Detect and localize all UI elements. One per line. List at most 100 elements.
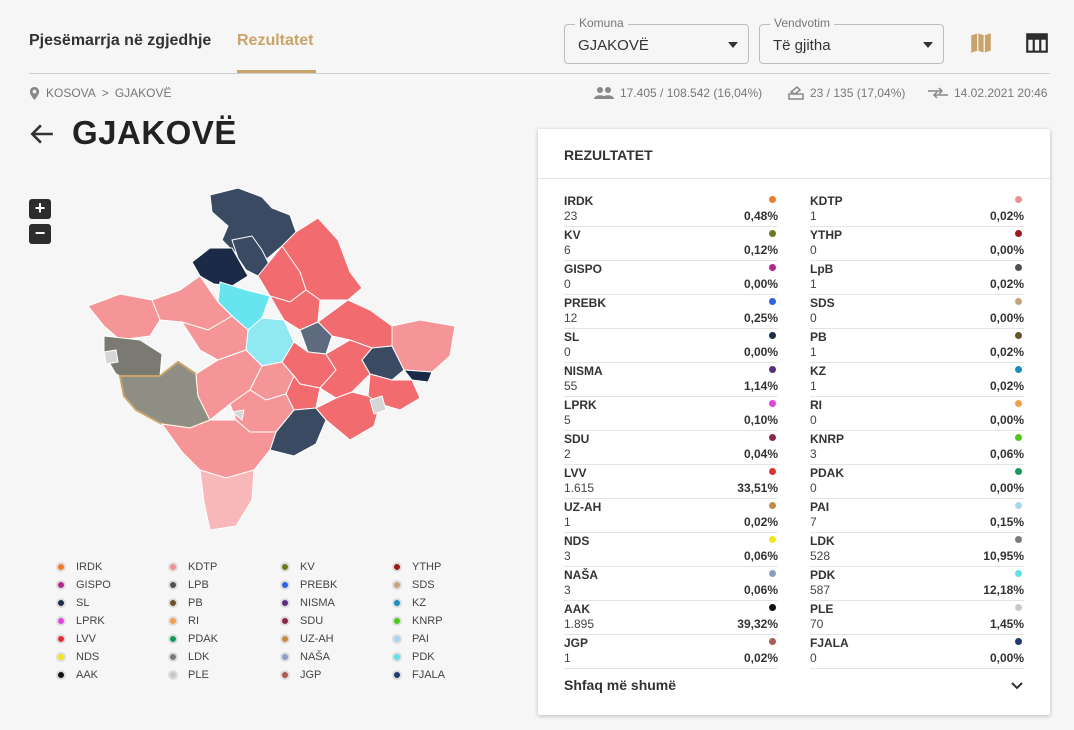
legend-item[interactable]: NAŠA [280, 650, 392, 664]
chevron-down-icon [923, 42, 933, 48]
map-region-kacanik[interactable] [315, 391, 381, 441]
table-icon[interactable] [1024, 30, 1050, 56]
kosovo-map[interactable] [80, 180, 470, 540]
party-color-dot [1015, 638, 1022, 645]
legend-item[interactable]: AAK [56, 668, 168, 682]
legend-label: PLE [188, 669, 209, 681]
party-color-dot [1015, 196, 1022, 203]
legend-item[interactable]: LDK [168, 650, 280, 664]
vote-count: 1 [810, 379, 817, 393]
party-name: LVV [564, 466, 587, 480]
legend-item[interactable]: PAI [392, 632, 476, 646]
chevron-down-icon[interactable] [1010, 679, 1024, 693]
legend-color-dot [168, 616, 178, 626]
legend-item[interactable]: PB [168, 596, 280, 610]
result-row: SL 0 0,00% [564, 329, 778, 363]
legend-color-dot [392, 598, 402, 608]
legend-color-dot [168, 634, 178, 644]
legend-color-dot [56, 598, 66, 608]
vote-percentage: 33,51% [737, 481, 778, 495]
legend-item[interactable]: UZ-AH [280, 632, 392, 646]
legend-item[interactable]: NDS [56, 650, 168, 664]
vote-percentage: 0,00% [989, 413, 1024, 427]
map-region-zvecan[interactable] [191, 247, 249, 287]
map-region-vushtrri[interactable] [268, 289, 321, 331]
party-name: NDS [564, 534, 590, 548]
tab-turnout[interactable]: Pjesëmarrja në zgjedhje [29, 32, 212, 49]
party-color-dot [1015, 230, 1022, 237]
party-color-dot [769, 196, 776, 203]
legend-item[interactable]: SDS [392, 578, 476, 592]
legend-item[interactable]: KZ [392, 596, 476, 610]
vote-percentage: 0,02% [989, 379, 1024, 393]
municipality-select[interactable]: Komuna GJAKOVË [564, 16, 749, 64]
vote-count: 5 [564, 413, 571, 427]
map-region-enclave-1[interactable] [369, 395, 387, 415]
map-icon[interactable] [968, 30, 994, 56]
legend-color-dot [392, 652, 402, 662]
legend-label: PDAK [188, 633, 218, 645]
vote-percentage: 0,06% [743, 583, 778, 597]
result-row: FJALA 0 0,00% [810, 635, 1024, 669]
legend-color-dot [56, 652, 66, 662]
map-region-klina[interactable] [180, 315, 249, 361]
municipality-value: GJAKOVË [578, 37, 649, 54]
legend-label: SL [76, 597, 90, 609]
result-row: LVV 1.615 33,51% [564, 465, 778, 499]
legend-item[interactable]: PDK [392, 650, 476, 664]
legend-item[interactable]: SL [56, 596, 168, 610]
vote-count: 0 [810, 481, 817, 495]
municipality-label: Komuna [575, 16, 628, 30]
map-region-dragash[interactable] [199, 469, 255, 531]
legend-item[interactable]: LVV [56, 632, 168, 646]
show-more-button[interactable]: Shfaq më shumë [564, 677, 677, 693]
legend-label: PDK [412, 651, 435, 663]
map-region-north[interactable] [209, 187, 297, 263]
map-region-peje[interactable] [87, 293, 161, 341]
map-region-shterpce[interactable] [269, 407, 327, 457]
legend-item[interactable]: FJALA [392, 668, 476, 682]
map-region-enclave-3[interactable] [230, 409, 245, 421]
vote-percentage: 0,00% [743, 345, 778, 359]
vote-percentage: 10,95% [983, 549, 1024, 563]
legend-label: SDS [412, 579, 435, 591]
legend-item[interactable]: RI [168, 614, 280, 628]
legend-item[interactable]: YTHP [392, 560, 476, 574]
zoom-out-button[interactable]: − [29, 224, 51, 244]
map-region-ferizaj[interactable] [319, 339, 373, 399]
legend-item[interactable]: LPB [168, 578, 280, 592]
legend-item[interactable]: KV [280, 560, 392, 574]
polling-station-select[interactable]: Vendvotim Të gjitha [759, 16, 944, 64]
map-region-enclave-2[interactable] [103, 349, 119, 365]
legend-item[interactable]: KDTP [168, 560, 280, 574]
legend-item[interactable]: LPRK [56, 614, 168, 628]
legend-item[interactable]: SDU [280, 614, 392, 628]
map-region-prizren[interactable] [160, 419, 277, 479]
legend-item[interactable]: JGP [280, 668, 392, 682]
map-region-obiliq[interactable] [299, 321, 333, 355]
result-row: PREBK 12 0,25% [564, 295, 778, 329]
legend-item[interactable]: GISPO [56, 578, 168, 592]
vote-count: 1 [564, 515, 571, 529]
back-arrow-icon[interactable] [29, 121, 55, 147]
party-name: KV [564, 228, 581, 242]
legend-item[interactable]: PREBK [280, 578, 392, 592]
party-name: UZ-AH [564, 500, 602, 514]
legend-item[interactable]: PDAK [168, 632, 280, 646]
map-region-ranilug[interactable] [402, 369, 433, 383]
legend-color-dot [168, 598, 178, 608]
vote-percentage: 0,48% [743, 209, 778, 223]
legend-item[interactable]: PLE [168, 668, 280, 682]
tab-results[interactable]: Rezultatet [237, 32, 314, 49]
zoom-in-button[interactable]: + [29, 199, 51, 219]
legend-item[interactable]: NISMA [280, 596, 392, 610]
party-name: PDAK [810, 466, 845, 480]
legend-color-dot [56, 634, 66, 644]
party-name: SDU [564, 432, 590, 446]
legend-label: NISMA [300, 597, 335, 609]
vote-percentage: 0,06% [743, 549, 778, 563]
legend-color-dot [392, 580, 402, 590]
legend-item[interactable]: KNRP [392, 614, 476, 628]
breadcrumb-root[interactable]: KOSOVA [46, 86, 96, 100]
legend-item[interactable]: IRDK [56, 560, 168, 574]
